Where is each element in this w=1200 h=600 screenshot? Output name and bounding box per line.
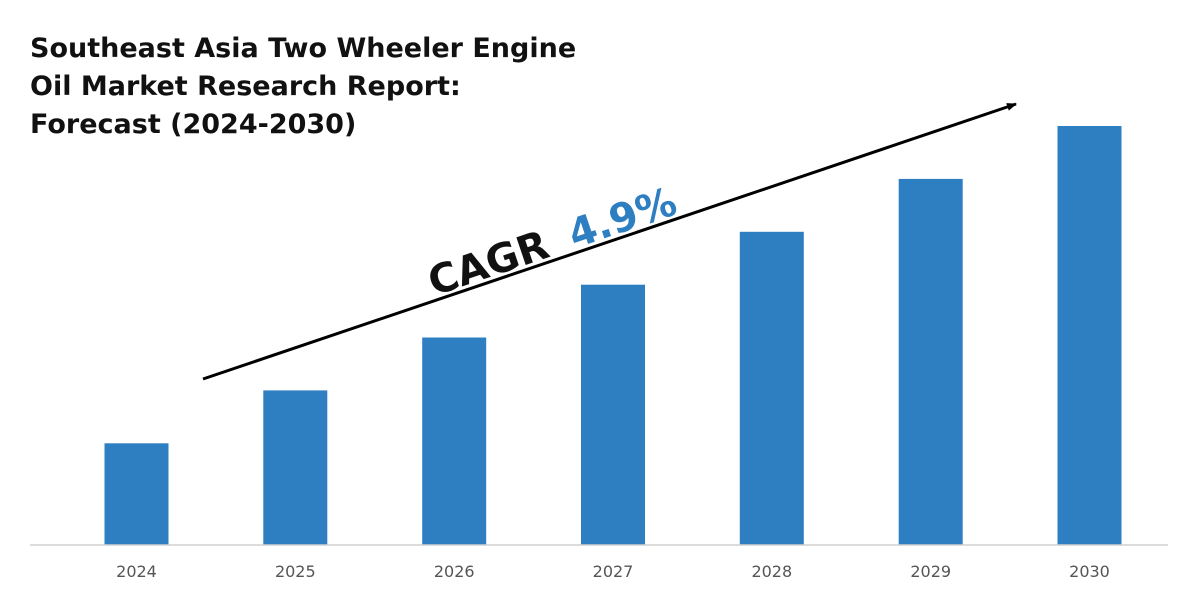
cagr-value: 4.9% <box>563 179 683 258</box>
bar-2029 <box>898 178 963 545</box>
x-tick-label-2029: 2029 <box>910 562 951 581</box>
x-tick-label-2028: 2028 <box>751 562 792 581</box>
bar-2024 <box>104 443 169 545</box>
chart-title-line-3: Forecast (2024-2030) <box>30 109 357 140</box>
bar-2026 <box>422 337 487 545</box>
bar-2025 <box>263 390 328 545</box>
bar-2030 <box>1057 126 1122 545</box>
x-tick-label-2026: 2026 <box>434 562 475 581</box>
x-tick-labels: 2024 2025 2026 2027 2028 2029 2030 <box>116 562 1110 581</box>
bar-2027 <box>581 284 645 545</box>
x-tick-label-2024: 2024 <box>116 562 157 581</box>
x-tick-label-2030: 2030 <box>1069 562 1110 581</box>
x-tick-label-2027: 2027 <box>593 562 634 581</box>
x-tick-label-2025: 2025 <box>275 562 316 581</box>
cagr-label: CAGR <box>422 222 554 305</box>
chart-title-line-2: Oil Market Research Report: <box>30 71 461 102</box>
trend-arrow <box>202 102 1017 381</box>
bar-2028 <box>739 231 804 546</box>
chart-title: Southeast Asia Two Wheeler Engine Oil Ma… <box>30 30 630 144</box>
bars-group <box>104 126 1122 546</box>
chart-title-line-1: Southeast Asia Two Wheeler Engine <box>30 33 577 64</box>
